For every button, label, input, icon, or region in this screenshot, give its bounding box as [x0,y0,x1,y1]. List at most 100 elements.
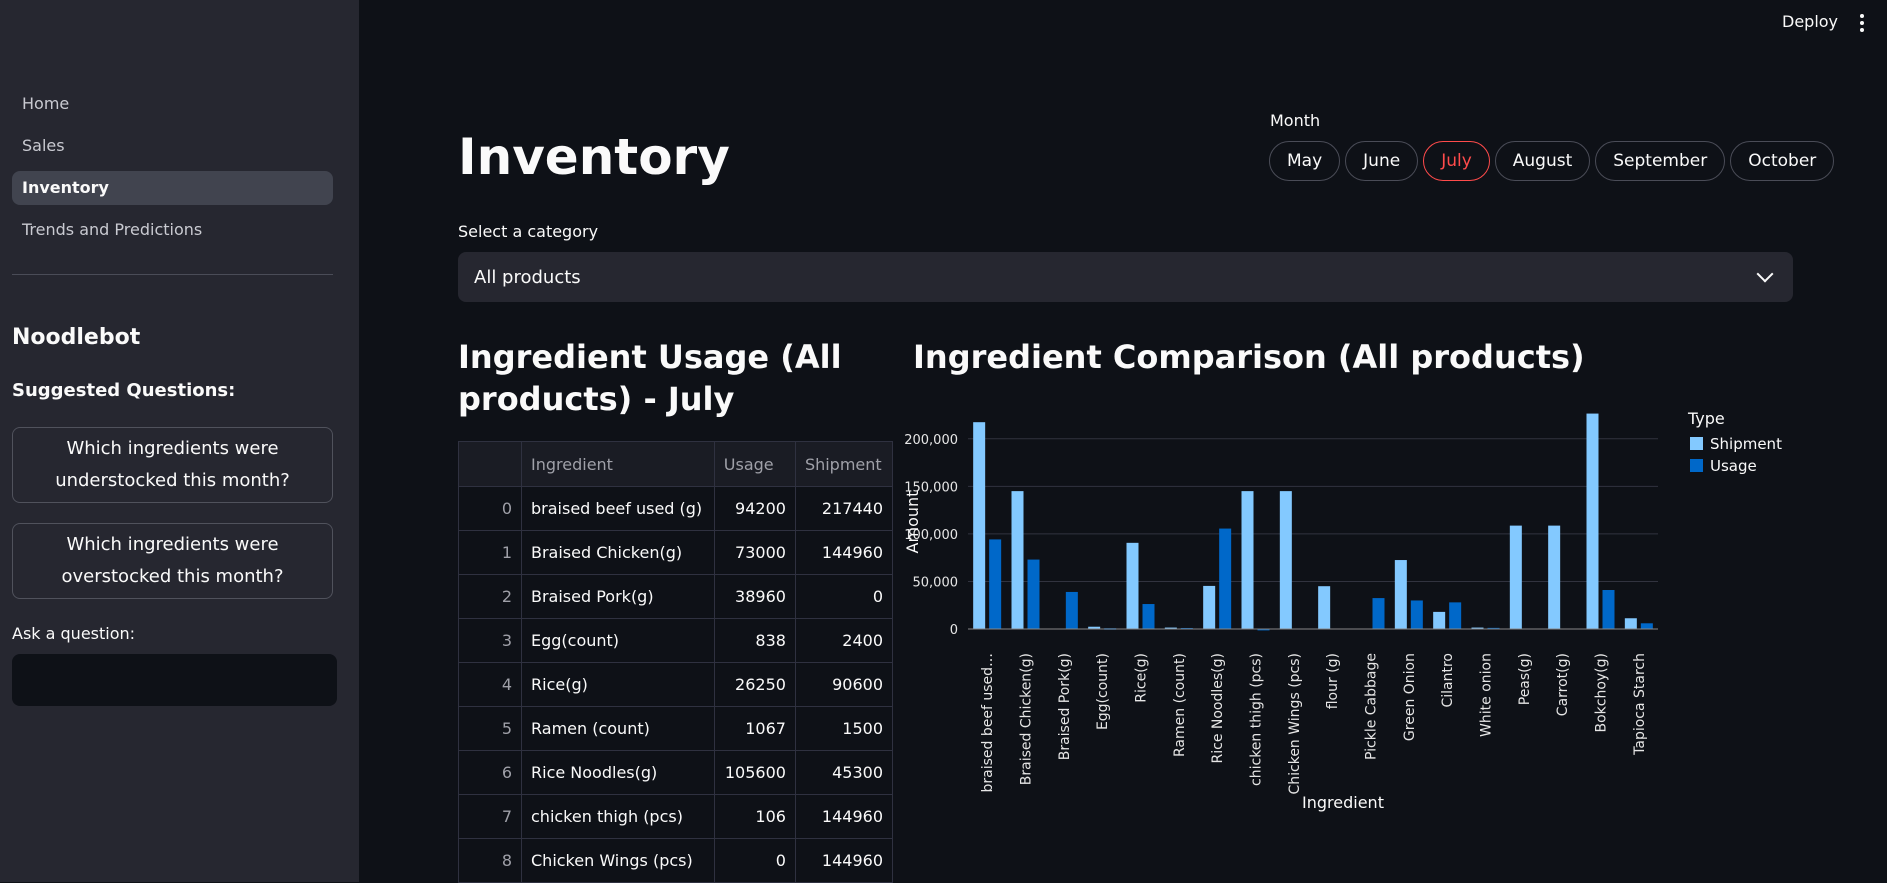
column-header-index[interactable] [458,441,522,487]
deploy-button[interactable]: Deploy [1782,12,1839,31]
bar-usage [1602,590,1615,629]
y-tick-label: 150,000 [904,480,958,495]
column-header-usage[interactable]: Usage [713,441,796,487]
shipment-cell[interactable]: 2400 [794,618,894,663]
row-index[interactable]: 1 [458,530,522,575]
row-index[interactable]: 2 [458,574,522,619]
y-tick-label: 200,000 [904,433,958,448]
row-index[interactable]: 3 [458,618,522,663]
sidebar-item-trends[interactable]: Trends and Predictions [22,220,203,239]
usage-cell[interactable]: 106 [713,794,796,839]
legend-item-shipment: Shipment [1710,435,1782,453]
usage-cell[interactable]: 38960 [713,574,796,619]
month-pill-september[interactable]: September [1595,141,1726,181]
bar-shipment [1279,491,1292,629]
column-header-ingredient[interactable]: Ingredient [521,441,715,487]
category-select[interactable]: All products [458,252,1793,302]
row-index[interactable]: 0 [458,486,522,531]
bar-shipment [1241,491,1254,629]
row-index[interactable]: 7 [458,794,522,839]
bar-shipment [1088,626,1101,629]
ask-question-input[interactable] [12,654,337,706]
table-row[interactable]: 8 Chicken Wings (pcs) 0 144960 [458,838,894,883]
table-row[interactable]: 1 Braised Chicken(g) 73000 144960 [458,530,894,575]
month-pill-july[interactable]: July [1423,141,1490,181]
bar-usage [1027,559,1040,629]
usage-cell[interactable]: 105600 [713,750,796,795]
table-row[interactable]: 3 Egg(count) 838 2400 [458,618,894,663]
month-pill-may[interactable]: May [1269,141,1341,181]
usage-cell[interactable]: 73000 [713,530,796,575]
bar-shipment [1471,627,1484,630]
bar-usage [1219,528,1232,629]
column-header-shipment[interactable]: Shipment [794,441,894,487]
row-index[interactable]: 5 [458,706,522,751]
ingredient-cell[interactable]: Rice(g) [521,662,715,707]
usage-title: Ingredient Usage (All products) - July [458,338,842,418]
month-pill-october[interactable]: October [1730,141,1835,181]
ingredient-cell[interactable]: chicken thigh (pcs) [521,794,715,839]
x-tick-label: Cilantro [1440,653,1456,708]
comparison-title: Ingredient Comparison (All products) [913,338,1585,376]
usage-cell[interactable]: 0 [713,838,796,883]
month-pill-june[interactable]: June [1345,141,1419,181]
table-row[interactable]: 4 Rice(g) 26250 90600 [458,662,894,707]
sidebar-nav: Home Sales Inventory Trends and Predicti… [12,87,333,255]
understocked-question-button[interactable]: Which ingredients were understocked this… [12,427,333,503]
x-tick-label: Pickle Cabbage [1364,653,1380,760]
x-tick-label: White onion [1479,653,1495,737]
row-index[interactable]: 6 [458,750,522,795]
legend-item-usage: Usage [1710,457,1757,475]
usage-cell[interactable]: 26250 [713,662,796,707]
ingredient-cell[interactable]: braised beef used (g) [521,486,715,531]
sidebar-item-inventory[interactable]: Inventory [12,171,333,205]
category-select-value: All products [474,266,581,288]
table-row[interactable]: 6 Rice Noodles(g) 105600 45300 [458,750,894,795]
legend-swatch [1690,437,1703,450]
bar-shipment [973,422,986,629]
bar-shipment [1164,627,1177,630]
bar-usage [1142,604,1155,629]
ingredient-cell[interactable]: Braised Chicken(g) [521,530,715,575]
shipment-cell[interactable]: 0 [794,574,894,619]
y-tick-label: 0 [950,623,958,638]
sidebar-item-sales[interactable]: Sales [22,136,65,155]
main-menu-icon[interactable] [1860,14,1864,35]
ingredient-cell[interactable]: Braised Pork(g) [521,574,715,619]
row-index[interactable]: 4 [458,662,522,707]
shipment-cell[interactable]: 144960 [794,794,894,839]
shipment-cell[interactable]: 1500 [794,706,894,751]
table-row[interactable]: 0 braised beef used (g) 94200 217440 [458,486,894,531]
overstocked-question-button[interactable]: Which ingredients were overstocked this … [12,523,333,599]
shipment-cell[interactable]: 217440 [794,486,894,531]
row-index[interactable]: 8 [458,838,522,883]
y-axis-label: Amount [903,491,922,554]
sidebar-item-home[interactable]: Home [22,94,70,113]
table-row[interactable]: 5 Ramen (count) 1067 1500 [458,706,894,751]
usage-table[interactable]: Ingredient Usage Shipment 0 braised beef … [458,441,894,883]
x-tick-label: Tapioca Starch [1632,653,1648,756]
usage-cell[interactable]: 94200 [713,486,796,531]
bar-shipment [1433,611,1446,629]
month-selector: May June July August September October [1269,141,1835,181]
bar-shipment [1203,585,1216,629]
ask-question-label: Ask a question: [12,624,136,643]
x-tick-label: chicken thigh (pcs) [1249,653,1265,786]
bar-usage [1449,602,1462,629]
ingredient-cell[interactable]: Rice Noodles(g) [521,750,715,795]
table-row[interactable]: 2 Braised Pork(g) 38960 0 [458,574,894,619]
usage-cell[interactable]: 838 [713,618,796,663]
shipment-cell[interactable]: 144960 [794,530,894,575]
shipment-cell[interactable]: 45300 [794,750,894,795]
shipment-cell[interactable]: 90600 [794,662,894,707]
bar-shipment [1509,525,1522,629]
shipment-cell[interactable]: 144960 [794,838,894,883]
bar-shipment [1011,491,1024,629]
table-row[interactable]: 7 chicken thigh (pcs) 106 144960 [458,794,894,839]
ingredient-cell[interactable]: Egg(count) [521,618,715,663]
usage-cell[interactable]: 1067 [713,706,796,751]
month-label: Month [1270,111,1321,130]
month-pill-august[interactable]: August [1494,141,1591,181]
ingredient-cell[interactable]: Chicken Wings (pcs) [521,838,715,883]
ingredient-cell[interactable]: Ramen (count) [521,706,715,751]
